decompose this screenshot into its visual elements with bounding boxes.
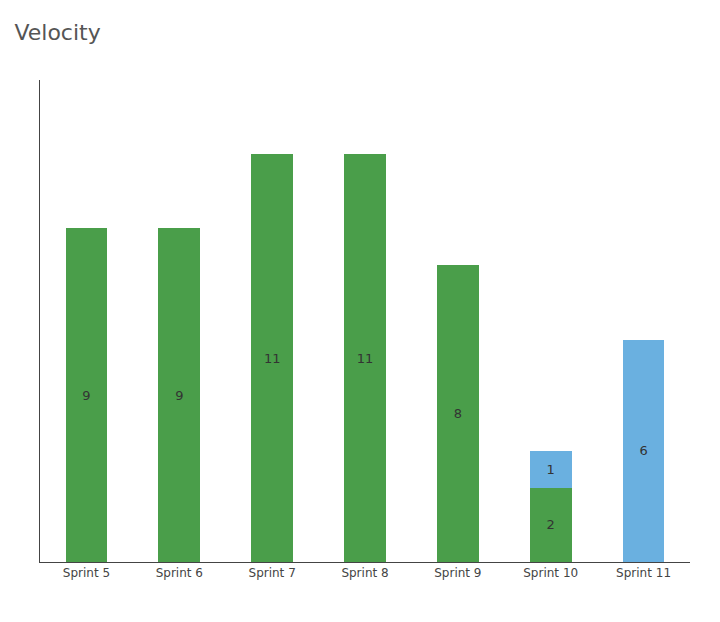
svg-text:1: 1 — [547, 462, 555, 477]
svg-text:11: 11 — [264, 351, 281, 366]
svg-text:Sprint 10: Sprint 10 — [523, 566, 578, 580]
svg-text:Sprint 5: Sprint 5 — [63, 566, 110, 580]
svg-text:9: 9 — [82, 388, 90, 403]
svg-text:11: 11 — [357, 351, 374, 366]
svg-text:Sprint 7: Sprint 7 — [249, 566, 296, 580]
svg-text:Sprint 8: Sprint 8 — [341, 566, 388, 580]
svg-text:Sprint 11: Sprint 11 — [616, 566, 671, 580]
svg-text:6: 6 — [639, 443, 647, 458]
svg-text:8: 8 — [454, 406, 462, 421]
svg-text:9: 9 — [175, 388, 183, 403]
svg-text:Sprint 6: Sprint 6 — [156, 566, 203, 580]
svg-text:Velocity: Velocity — [14, 20, 100, 45]
svg-text:Sprint 9: Sprint 9 — [434, 566, 481, 580]
svg-text:2: 2 — [547, 517, 555, 532]
